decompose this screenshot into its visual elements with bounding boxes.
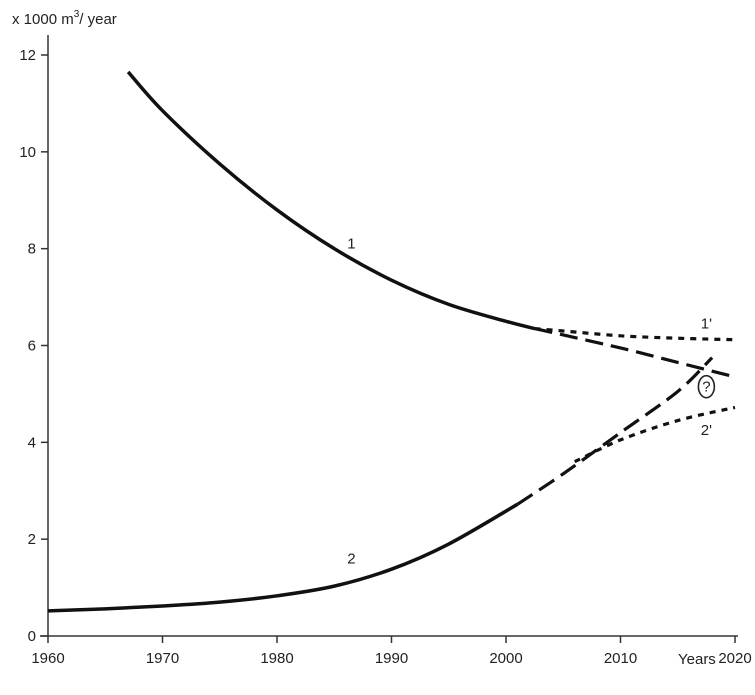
x-tick-label: 2000 <box>489 650 522 667</box>
series-line-0 <box>126 70 536 331</box>
y-axis-title: x 1000 m3/ year <box>12 9 117 28</box>
series-label-3: 2 <box>347 550 355 567</box>
labels-layer: 1 1' 2 2' <box>347 236 712 568</box>
axes <box>40 35 738 637</box>
x-axis-title: Years <box>678 651 716 668</box>
question-mark-text: ? <box>702 379 710 396</box>
series-label-2: 1' <box>701 316 712 333</box>
y-tick-label: 8 <box>28 241 36 258</box>
y-tick-label: 10 <box>19 144 36 161</box>
x-tick-label: 1970 <box>146 650 179 667</box>
series-line-3 <box>47 502 519 613</box>
y-tick-label: 6 <box>28 338 36 355</box>
y-tick-label: 2 <box>28 531 36 548</box>
x-tick-label: 2020 <box>718 650 751 667</box>
x-tick-label: 2010 <box>604 650 637 667</box>
series-line-5 <box>574 405 736 464</box>
y-tick-label: 12 <box>19 47 36 64</box>
series-line-1 <box>534 326 736 379</box>
series-line-4 <box>516 356 714 506</box>
y-tick-label: 4 <box>28 434 36 451</box>
series-line-2 <box>534 326 736 342</box>
x-tick-label: 1980 <box>260 650 293 667</box>
y-tick-label: 0 <box>28 628 36 645</box>
series-layer <box>47 70 736 613</box>
question-mark-annotation: ? <box>697 374 716 399</box>
x-tick-label: 1990 <box>375 650 408 667</box>
x-tick-label: 1960 <box>31 650 64 667</box>
series-label-5: 2' <box>701 422 712 439</box>
question-mark-circle <box>697 374 716 399</box>
series-label-0: 1 <box>347 236 355 253</box>
